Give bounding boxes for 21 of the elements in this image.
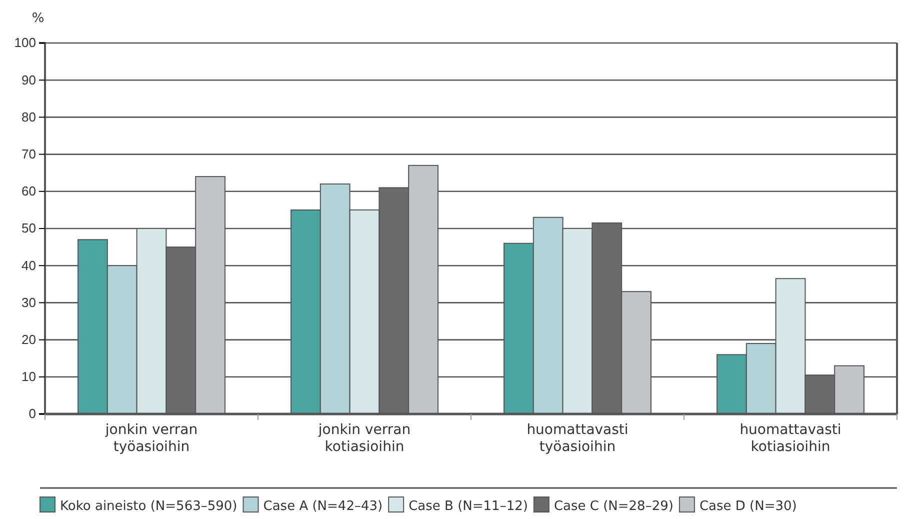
x-tick-label: huomattavasti kotiasioihin xyxy=(740,422,842,455)
y-tick-label: 70 xyxy=(22,146,36,162)
y-tick-label: 80 xyxy=(22,109,36,124)
y-tick-label: 30 xyxy=(22,294,36,310)
x-tick-label: huomattavasti työasioihin xyxy=(526,422,628,455)
y-tick-label: 20 xyxy=(22,332,36,347)
y-tick-label: 0 xyxy=(28,406,36,422)
legend-label: Case A (N=42–43) xyxy=(263,499,383,514)
y-tick-label: 40 xyxy=(22,258,36,273)
legend-label: Case B (N=11–12) xyxy=(408,499,528,514)
y-tick-label: 100 xyxy=(14,35,36,50)
legend-label: Case D (N=30) xyxy=(699,499,797,514)
x-tick-label: jonkin verran kotiasioihin xyxy=(317,422,411,455)
y-tick-label: 60 xyxy=(22,184,36,199)
x-tick-label: jonkin verran työasioihin xyxy=(104,422,198,455)
legend-label: Case C (N=28–29) xyxy=(554,499,674,514)
legend-label: Koko aineisto (N=563–590) xyxy=(60,499,238,514)
y-axis-title: % xyxy=(32,11,44,26)
y-tick-label: 90 xyxy=(22,72,36,88)
y-tick-label: 50 xyxy=(22,220,36,236)
y-tick-label: 10 xyxy=(22,369,36,384)
